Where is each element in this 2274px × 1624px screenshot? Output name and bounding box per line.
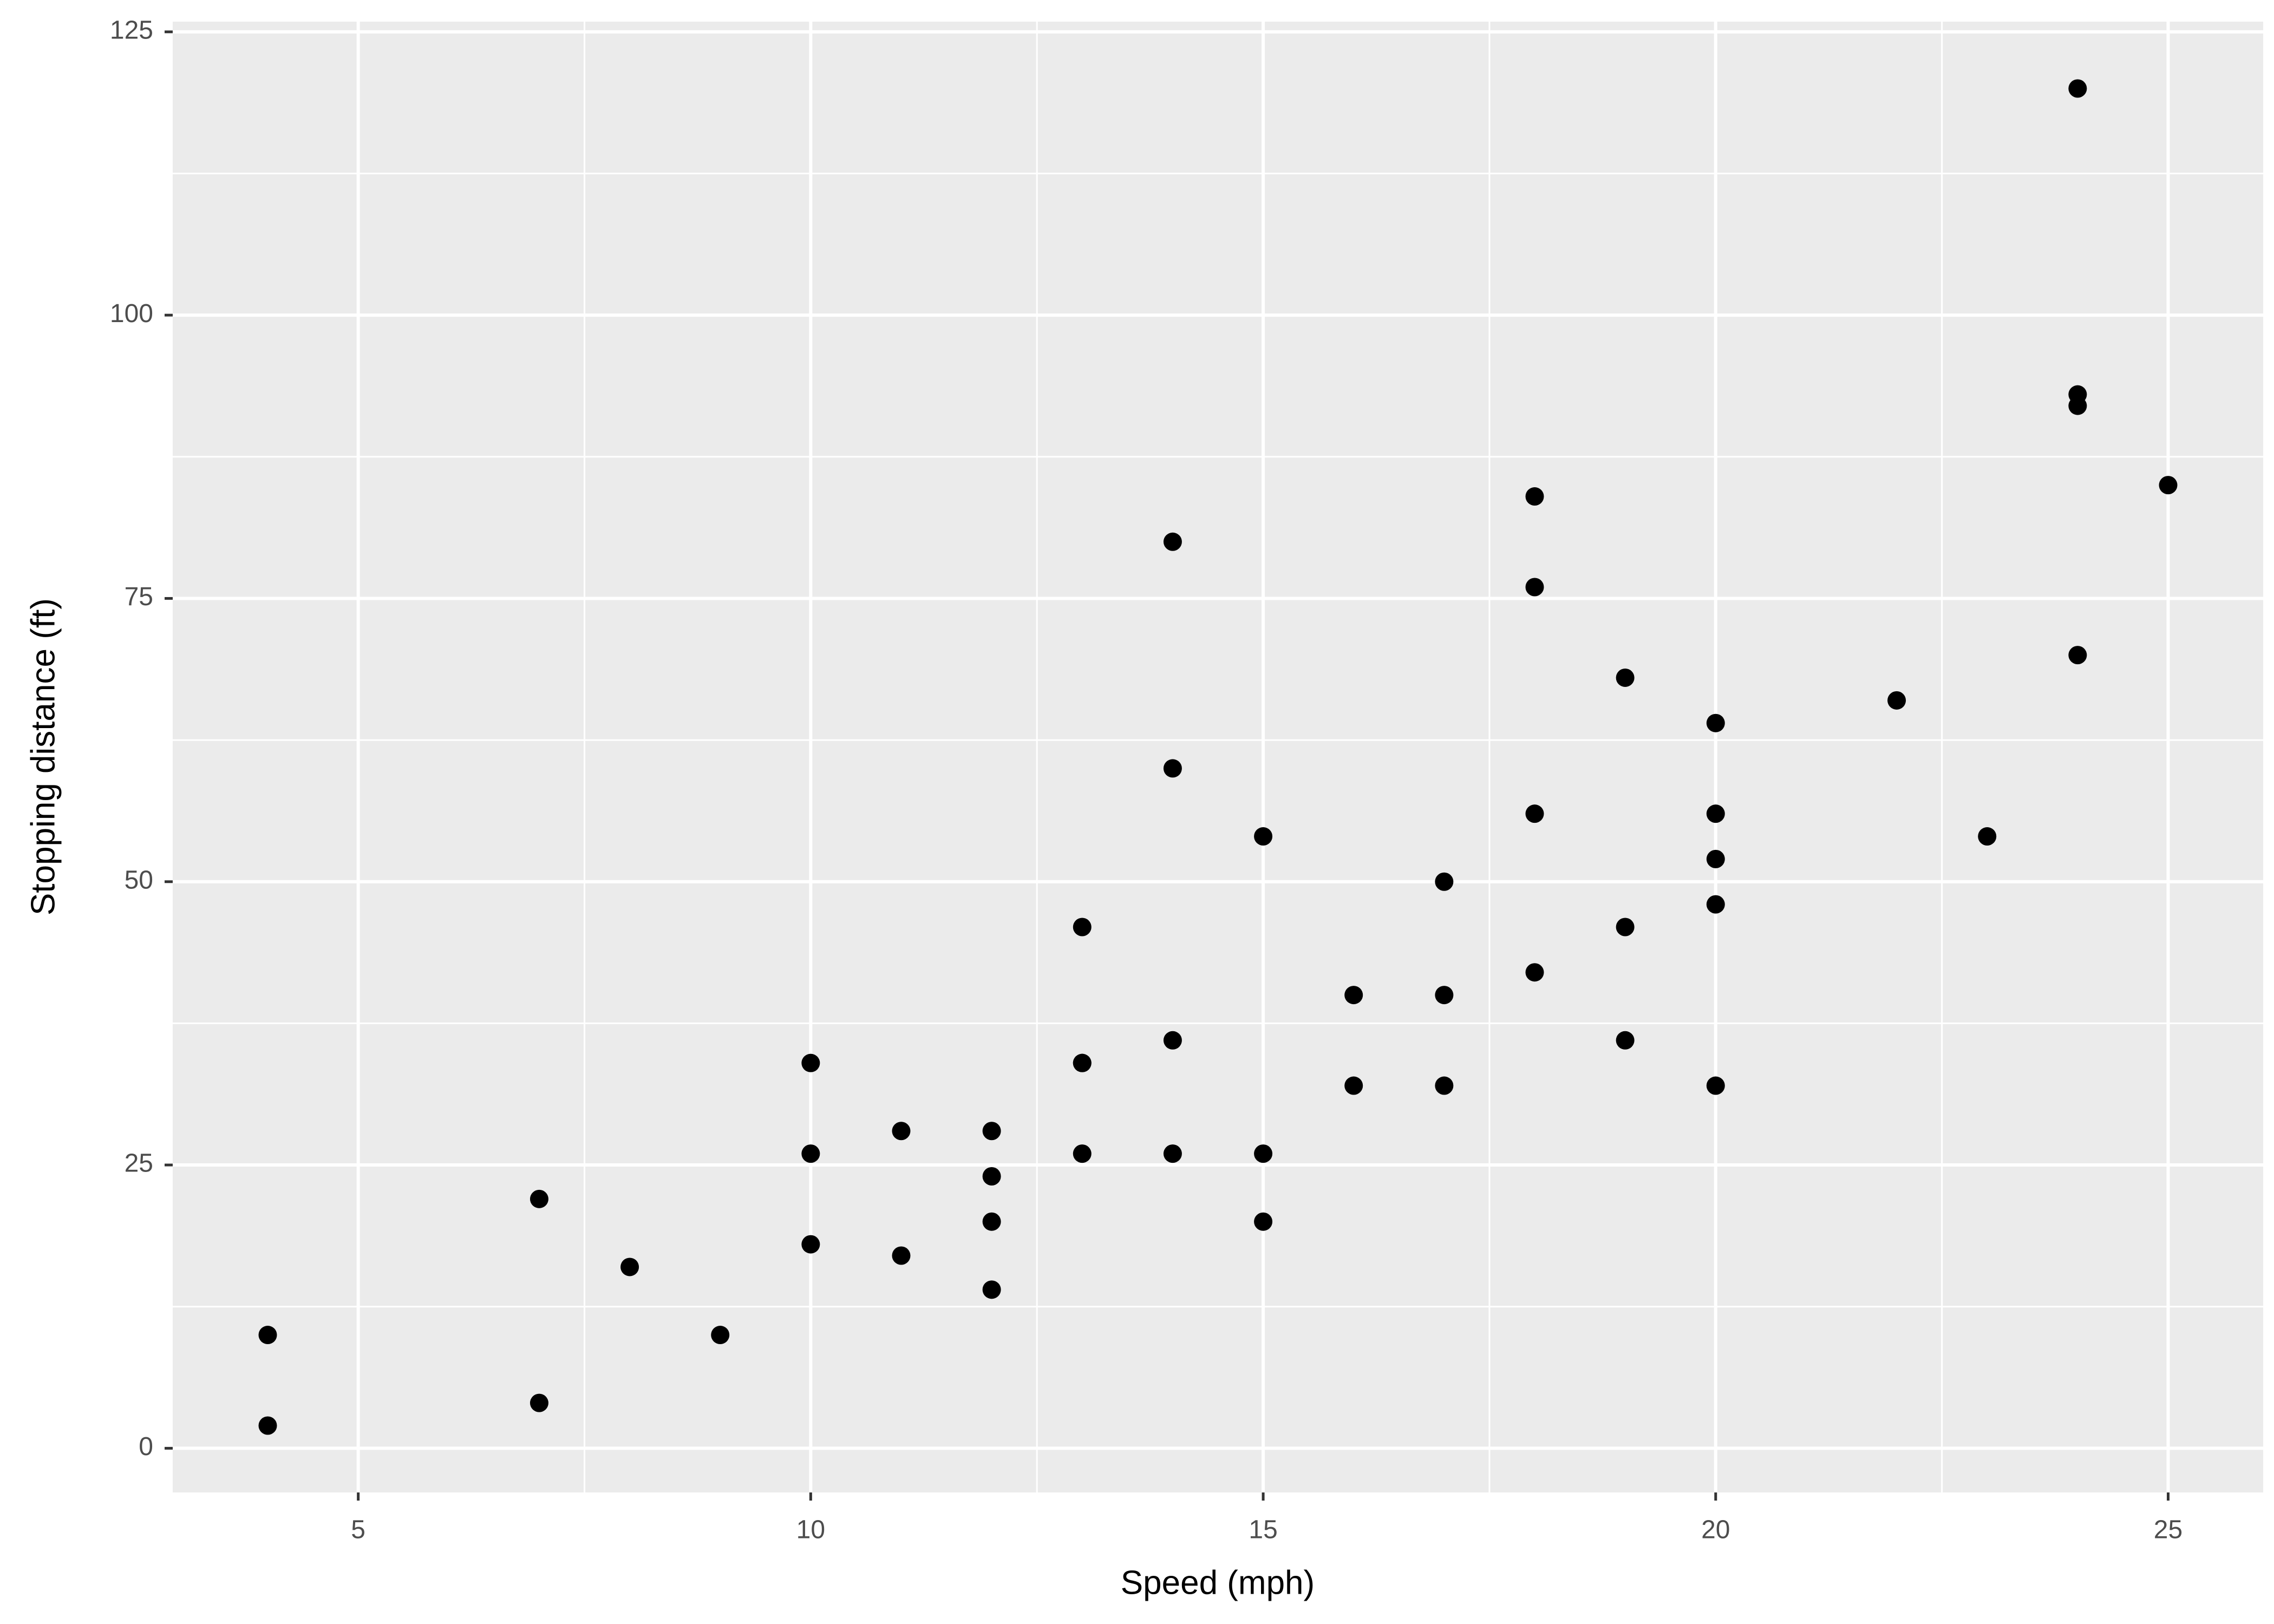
point xyxy=(1616,918,1635,937)
point xyxy=(1254,827,1273,846)
point xyxy=(1706,713,1725,732)
point xyxy=(1616,1031,1635,1050)
point xyxy=(892,1246,911,1265)
point xyxy=(1525,804,1544,823)
point xyxy=(530,1189,548,1208)
point xyxy=(1254,1212,1273,1231)
x-tick-label: 20 xyxy=(1701,1516,1730,1544)
point xyxy=(1254,1144,1273,1163)
point xyxy=(620,1258,639,1276)
point xyxy=(892,1122,911,1141)
x-tick-label: 5 xyxy=(351,1516,365,1544)
point xyxy=(1887,691,1906,710)
point xyxy=(2068,646,2087,665)
y-tick-label: 100 xyxy=(110,299,153,328)
point xyxy=(1344,986,1363,1005)
point xyxy=(1073,918,1092,937)
y-tick-label: 75 xyxy=(125,582,153,611)
point xyxy=(1706,849,1725,868)
point xyxy=(1525,487,1544,506)
x-axis-title: Speed (mph) xyxy=(1121,1564,1315,1601)
y-tick-label: 50 xyxy=(125,866,153,894)
point xyxy=(2068,385,2087,404)
point xyxy=(2068,79,2087,98)
point xyxy=(801,1144,820,1163)
x-tick-label: 25 xyxy=(2154,1516,2182,1544)
point xyxy=(1435,986,1454,1005)
point xyxy=(801,1235,820,1254)
point xyxy=(258,1416,277,1435)
point xyxy=(1073,1144,1092,1163)
point xyxy=(258,1326,277,1345)
point xyxy=(1163,532,1182,551)
point xyxy=(530,1393,548,1412)
point xyxy=(711,1326,730,1345)
point xyxy=(1073,1053,1092,1072)
point xyxy=(2159,476,2178,495)
point xyxy=(1706,804,1725,823)
x-tick-label: 10 xyxy=(796,1516,825,1544)
point xyxy=(1435,1076,1454,1095)
point xyxy=(1163,759,1182,778)
point xyxy=(1616,668,1635,687)
point xyxy=(1978,827,1997,846)
point xyxy=(982,1212,1001,1231)
y-tick-label: 25 xyxy=(125,1149,153,1178)
point xyxy=(982,1122,1001,1141)
point xyxy=(1344,1076,1363,1095)
point xyxy=(801,1053,820,1072)
point xyxy=(1163,1144,1182,1163)
y-tick-label: 125 xyxy=(110,16,153,45)
point xyxy=(1525,578,1544,597)
y-tick-label: 0 xyxy=(139,1432,153,1461)
point xyxy=(1525,963,1544,982)
panel xyxy=(173,22,2263,1492)
x-tick-label: 15 xyxy=(1249,1516,1277,1544)
point xyxy=(1706,1076,1725,1095)
point xyxy=(1163,1031,1182,1050)
y-axis-title: Stopping distance (ft) xyxy=(24,598,62,915)
point xyxy=(982,1167,1001,1186)
point xyxy=(1435,872,1454,891)
point xyxy=(1706,895,1725,914)
point xyxy=(982,1280,1001,1299)
